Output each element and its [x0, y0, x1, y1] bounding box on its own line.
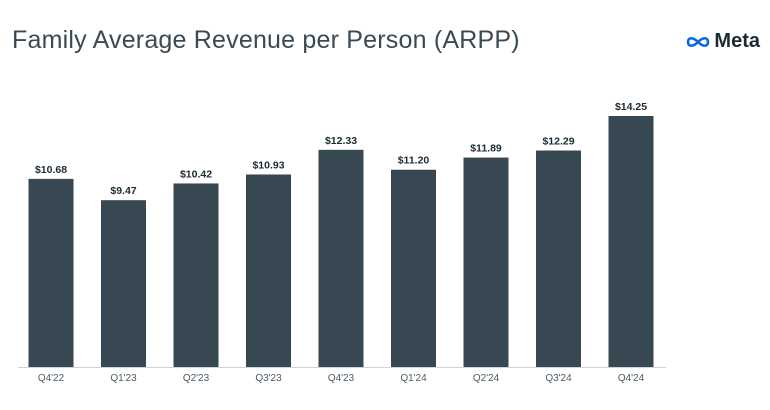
- data-label-q422: $10.68: [35, 164, 67, 176]
- x-tick-label-q123: Q1'23: [110, 373, 137, 384]
- x-tick-label-q324: Q3'24: [545, 373, 572, 384]
- data-label-q324: $12.29: [542, 136, 574, 148]
- data-label-q124: $11.20: [398, 155, 430, 167]
- bar-q323: [246, 174, 291, 367]
- x-tick-label-q224: Q2'24: [473, 373, 500, 384]
- data-label-q223: $10.42: [180, 168, 212, 180]
- bar-q224: [463, 157, 509, 367]
- bar-q123: [101, 200, 146, 367]
- bar-q324: [536, 150, 581, 367]
- chart-title: Family Average Revenue per Person (ARPP): [12, 26, 520, 54]
- x-tick-label-q422: Q4'22: [38, 373, 65, 384]
- data-label-q323: $10.93: [252, 159, 284, 171]
- x-tick-label-q124: Q1'24: [400, 373, 427, 384]
- data-label-q224: $11.89: [470, 143, 502, 155]
- x-tick-label-q424: Q4'24: [618, 373, 645, 384]
- bar-q424: [608, 116, 654, 367]
- bar-q223: [173, 183, 219, 367]
- data-label-q123: $9.47: [110, 185, 136, 197]
- x-tick-label-q423: Q4'23: [328, 373, 355, 384]
- data-label-q423: $12.33: [325, 135, 357, 147]
- brand-name: Meta: [714, 30, 760, 52]
- meta-infinity-icon: [687, 36, 710, 47]
- meta-logo: Meta: [685, 30, 760, 53]
- bar-q124: [391, 169, 436, 367]
- bar-q422: [28, 178, 74, 367]
- bar-q423: [318, 149, 364, 367]
- x-tick-label-q223: Q2'23: [183, 373, 210, 384]
- x-tick-label-q323: Q3'23: [255, 373, 282, 384]
- data-label-q424: $14.25: [615, 101, 647, 113]
